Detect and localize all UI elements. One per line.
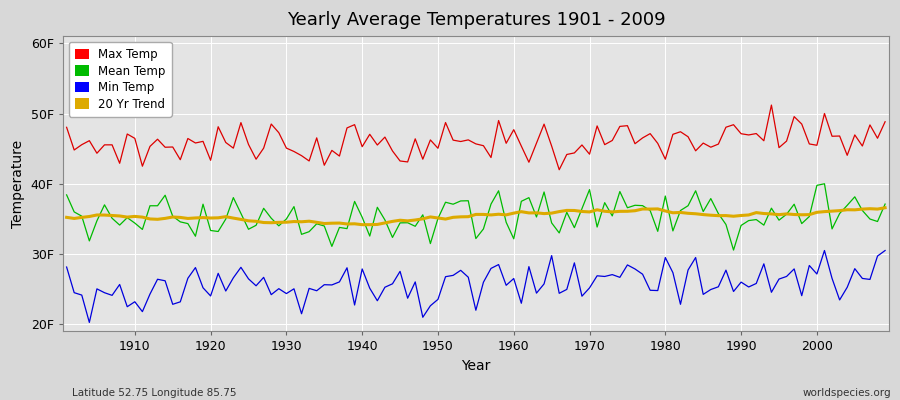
X-axis label: Year: Year xyxy=(461,359,491,373)
Y-axis label: Temperature: Temperature xyxy=(11,140,25,228)
Text: worldspecies.org: worldspecies.org xyxy=(803,388,891,398)
Text: Latitude 52.75 Longitude 85.75: Latitude 52.75 Longitude 85.75 xyxy=(72,388,237,398)
Legend: Max Temp, Mean Temp, Min Temp, 20 Yr Trend: Max Temp, Mean Temp, Min Temp, 20 Yr Tre… xyxy=(68,42,172,116)
Title: Yearly Average Temperatures 1901 - 2009: Yearly Average Temperatures 1901 - 2009 xyxy=(286,11,665,29)
